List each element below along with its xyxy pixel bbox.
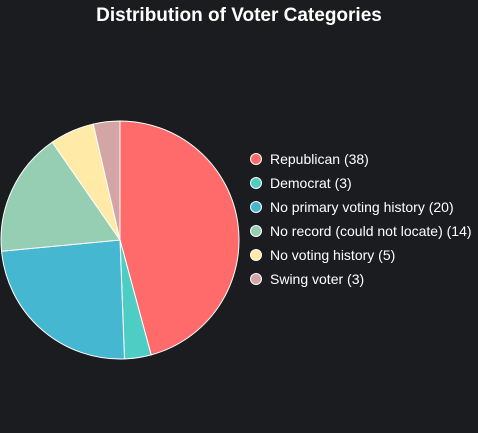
legend: Republican (38) Democrat (3) No primary … (250, 147, 472, 291)
legend-swatch (250, 153, 262, 165)
legend-swatch (250, 273, 262, 285)
legend-label: Republican (38) (270, 151, 369, 167)
chart-title: Distribution of Voter Categories (96, 5, 382, 26)
legend-item[interactable]: Democrat (3) (250, 171, 472, 195)
legend-item[interactable]: No voting history (5) (250, 243, 472, 267)
legend-item[interactable]: Swing voter (3) (250, 267, 472, 291)
legend-label: No voting history (5) (270, 247, 396, 263)
legend-swatch (250, 177, 262, 189)
legend-swatch (250, 249, 262, 261)
legend-label: Democrat (3) (270, 175, 352, 191)
legend-swatch (250, 225, 262, 237)
legend-label: Swing voter (3) (270, 271, 365, 287)
legend-item[interactable]: No record (could not locate) (14) (250, 219, 472, 243)
legend-label: No primary voting history (20) (270, 199, 454, 215)
legend-swatch (250, 201, 262, 213)
pie-slice-no-primary-voting-history[interactable] (0, 239, 126, 360)
pie-slice-no-record-could-not-locate[interactable] (0, 141, 121, 252)
legend-label: No record (could not locate) (14) (270, 223, 472, 239)
pie-slice-republican[interactable] (119, 120, 240, 356)
legend-item[interactable]: Republican (38) (250, 147, 472, 171)
legend-item[interactable]: No primary voting history (20) (250, 195, 472, 219)
pie-slice-swing-voter[interactable] (92, 120, 121, 241)
